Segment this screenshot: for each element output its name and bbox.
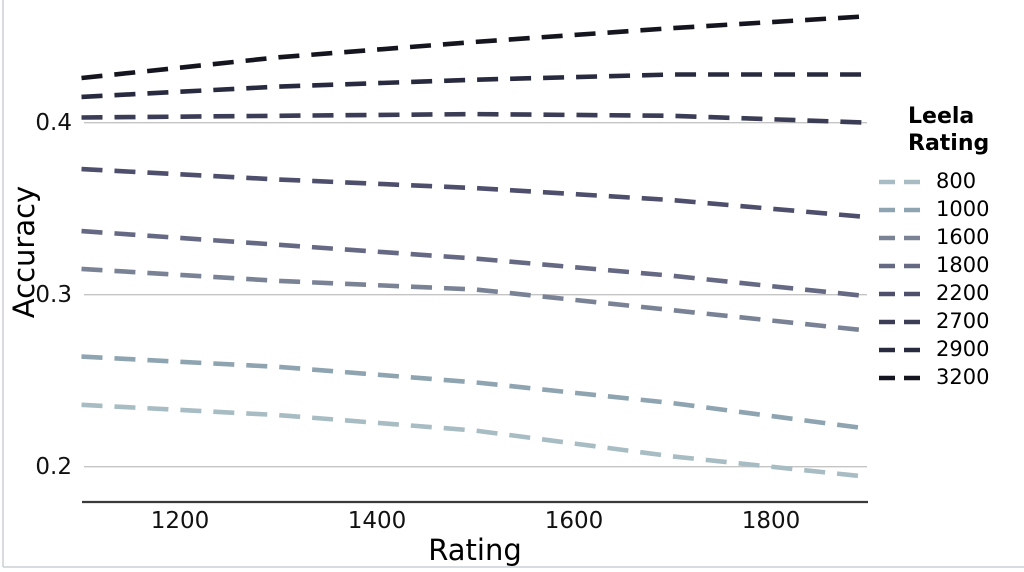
legend-label-1600: 1600 (936, 225, 990, 250)
y-tick-label-0.3: 0.3 (35, 281, 72, 308)
series-line-1600 (81, 266, 870, 334)
legend-label-2700: 2700 (936, 309, 990, 334)
legend-swatch-800 (879, 179, 923, 184)
legend-items: 800 1000 1600 1800 2200 2700 2900 3200 (878, 168, 1018, 392)
legend-swatch-1600 (879, 235, 923, 240)
series-line-3200 (81, 13, 870, 81)
x-tick-label-1800: 1800 (741, 508, 801, 534)
y-axis-title: Accuracy (7, 185, 41, 319)
legend-item-2900: 2900 (878, 336, 1018, 364)
legend-label-800: 800 (936, 169, 977, 194)
series-line-1800 (81, 228, 870, 299)
series-line-1000 (81, 354, 870, 432)
x-axis-title: Rating (428, 533, 522, 567)
legend-item-1600: 1600 (878, 224, 1018, 252)
legend-item-1800: 1800 (878, 252, 1018, 280)
y-tick-label-0.2: 0.2 (35, 453, 72, 480)
legend-item-3200: 3200 (878, 364, 1018, 392)
legend-swatch-2700 (879, 319, 923, 324)
legend-label-2900: 2900 (936, 337, 990, 362)
legend-label-1000: 1000 (936, 197, 990, 222)
series-line-2200 (81, 166, 870, 220)
legend-label-3200: 3200 (936, 365, 990, 390)
legend-label-2200: 2200 (936, 281, 990, 306)
legend-swatch-1000 (879, 207, 923, 212)
series-line-2900 (81, 72, 870, 100)
x-tick-label-1400: 1400 (347, 508, 407, 534)
legend-swatch-2200 (879, 291, 923, 296)
series-lines (81, 13, 870, 480)
legend-item-2200: 2200 (878, 280, 1018, 308)
x-tick-label-1600: 1600 (544, 508, 604, 534)
x-tick-label-1200: 1200 (150, 508, 210, 534)
legend-item-1000: 1000 (878, 196, 1018, 224)
legend-swatch-1800 (879, 263, 923, 268)
legend-label-1800: 1800 (936, 253, 990, 278)
legend-swatch-3200 (879, 375, 923, 380)
legend-title: Leela Rating (908, 104, 990, 156)
gridlines (84, 122, 867, 468)
series-line-2700 (81, 111, 870, 125)
legend-item-2700: 2700 (878, 308, 1018, 336)
legend-swatch-2900 (879, 347, 923, 352)
legend-item-800: 800 (878, 168, 1018, 196)
y-tick-label-0.4: 0.4 (35, 109, 72, 136)
legend: Leela Rating 800 1000 1600 1800 2200 2700 2900… (878, 104, 1018, 392)
